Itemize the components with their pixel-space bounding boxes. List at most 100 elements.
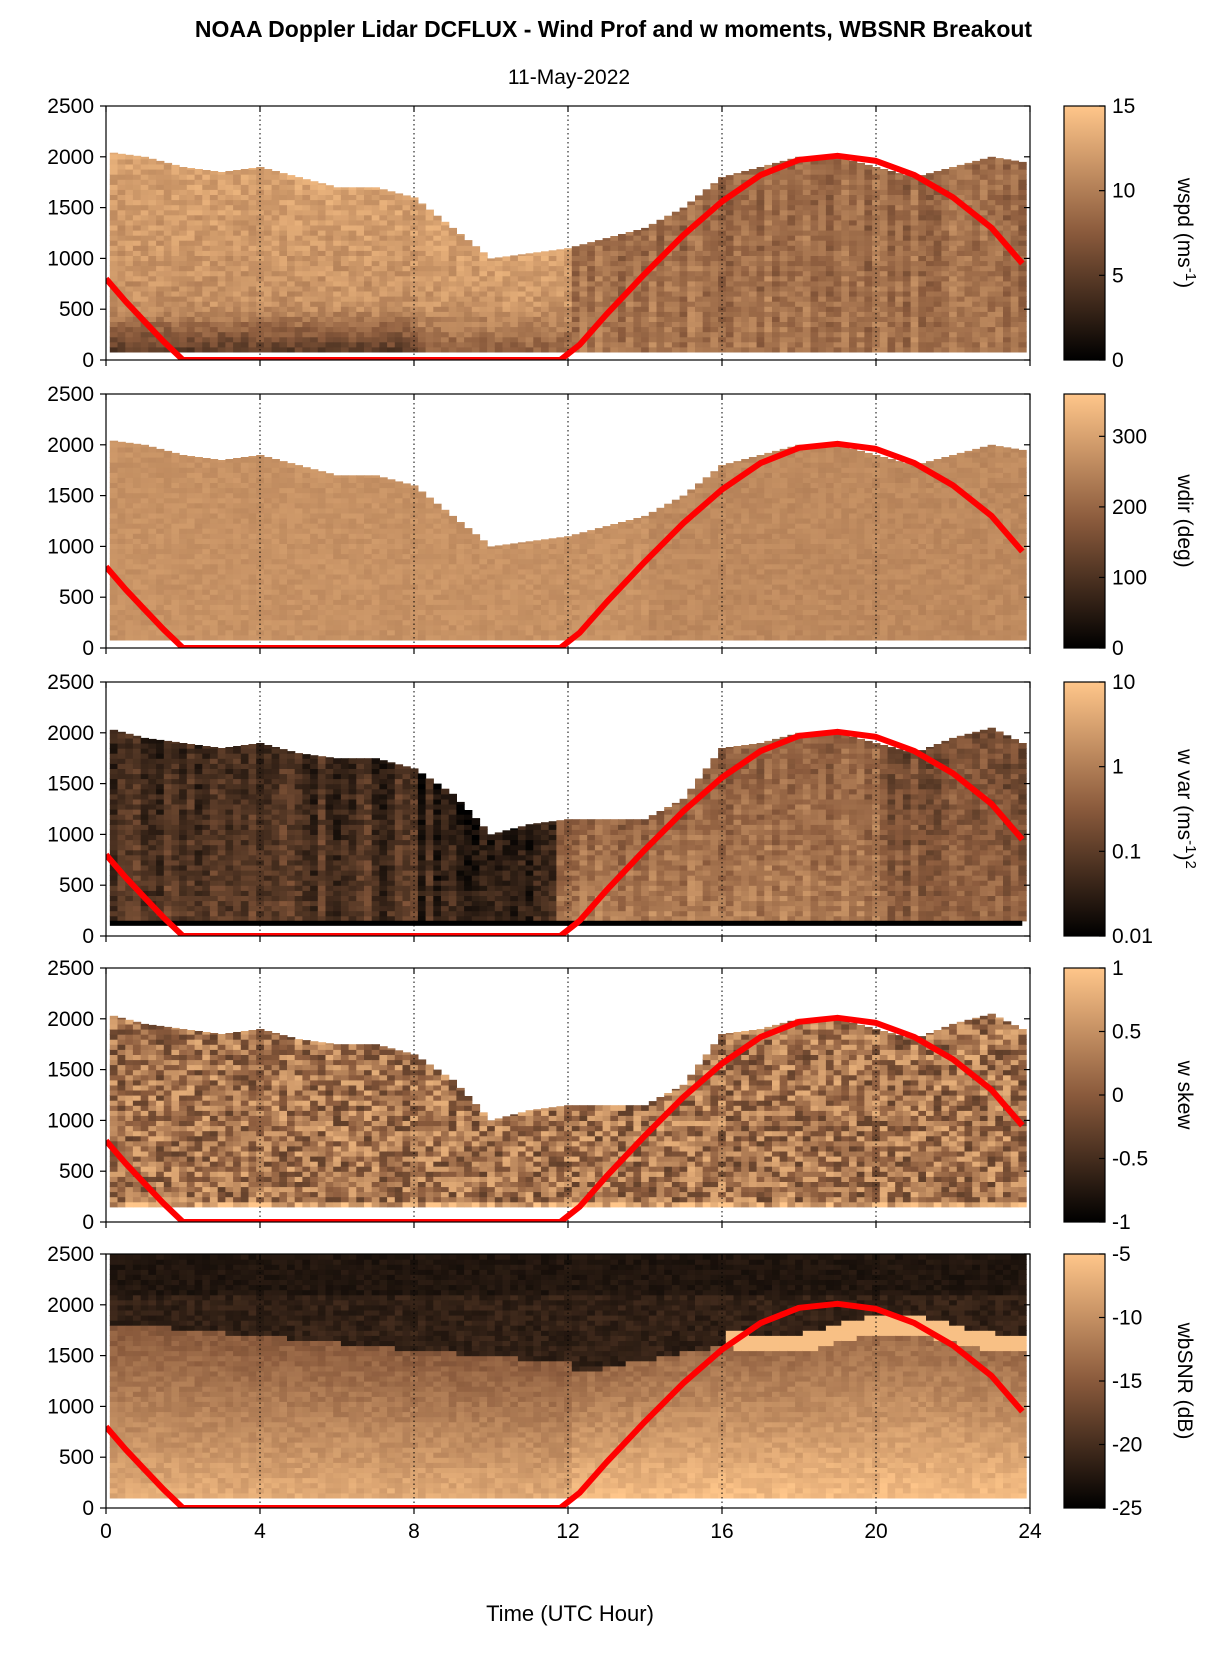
heatmap-cell [425,321,434,328]
heatmap-cell [879,240,889,246]
heatmap-cell [125,189,134,195]
heatmap-cell [926,346,935,353]
heatmap-cell [156,492,165,499]
heatmap-cell [895,235,904,241]
heatmap-cell [310,502,319,509]
heatmap-cell [787,209,796,216]
heatmap-cell [964,341,973,348]
heatmap-cell [417,346,427,353]
heatmap-cell [125,512,134,519]
heatmap-cell [849,194,858,201]
heatmap-cell [163,179,173,185]
heatmap-cell [479,270,488,277]
heatmap-cell [764,255,773,262]
heatmap-cell [525,336,534,343]
heatmap-cell [956,219,966,226]
heatmap-cell [202,255,211,262]
heatmap-cell [233,214,242,221]
heatmap-cell [109,214,119,221]
heatmap-cell [879,169,889,170]
heatmap-cell [394,336,404,343]
heatmap-cell [248,492,257,499]
heatmap-cell [179,523,188,529]
heatmap-cell [125,629,134,636]
heatmap-cell [510,280,519,287]
heatmap-cell [956,230,966,236]
heatmap-cell [325,306,334,312]
heatmap-cell [602,270,611,277]
heatmap-cell [317,265,327,272]
heatmap-cell [279,507,288,514]
heatmap-cell [148,306,157,312]
heatmap-cell [109,321,119,328]
heatmap-cell [802,219,812,226]
heatmap-cell [810,280,819,287]
heatmap-cell [933,255,942,262]
heatmap-cell [1010,331,1019,338]
heatmap-cell [1010,174,1019,180]
heatmap-cell [533,326,542,333]
heatmap-cell [171,341,180,348]
heatmap-cell [795,174,804,180]
heatmap-cell [902,235,912,241]
heatmap-cell [725,321,735,328]
heatmap-cell [533,336,542,343]
heatmap-cell [140,533,149,539]
heatmap-cell [710,301,719,307]
heatmap-cell [325,533,334,539]
heatmap-cell [186,578,196,585]
heatmap-cell [364,245,373,251]
heatmap-cell [156,584,165,590]
heatmap-cell [964,250,973,256]
heatmap-cell [248,174,257,180]
heatmap-cell [902,336,912,343]
heatmap-cell [394,214,404,221]
heatmap-cell [179,326,188,333]
heatmap-cell [587,255,596,262]
heatmap-cell [148,512,157,519]
heatmap-cell [556,326,565,333]
heatmap-cell [310,619,319,626]
heatmap-cell [333,255,342,262]
heatmap-cell [818,275,827,282]
heatmap-cell [148,599,157,605]
y-tick-label: 1000 [47,247,94,270]
heatmap-cell [587,311,596,317]
heatmap-cell [433,331,442,338]
colorbar-tick-label: 15 [1112,95,1135,118]
heatmap-cell [933,219,942,226]
heatmap-cell [926,290,935,297]
heatmap-cell [656,306,665,312]
heatmap-cell [287,502,296,509]
heatmap-cell [248,270,257,277]
heatmap-cell [641,341,650,348]
heatmap-cell [741,306,750,312]
heatmap-cell [240,492,250,499]
heatmap-cell [987,163,996,170]
heatmap-cell [225,462,234,468]
heatmap-cell [679,214,688,221]
heatmap-cell [287,326,296,333]
heatmap-cell [225,230,234,236]
heatmap-cell [163,457,173,463]
heatmap-cell [741,270,750,277]
heatmap-cell [186,235,196,241]
heatmap-cell [132,219,142,226]
heatmap-cell [202,341,211,348]
heatmap-cell [502,331,511,338]
heatmap-cell [294,336,303,343]
heatmap-cell [564,290,573,297]
heatmap-cell [1018,179,1027,185]
heatmap-cell [171,462,180,468]
heatmap-cell [125,467,134,473]
heatmap-cell [564,331,573,338]
heatmap-cell [186,634,196,641]
heatmap-cell [964,336,973,343]
heatmap-cell [186,518,196,524]
heatmap-cell [764,164,773,170]
heatmap-cell [132,280,142,287]
heatmap-cell [302,507,311,514]
heatmap-cell [179,477,188,483]
heatmap-cell [733,230,742,236]
heatmap-cell [725,224,735,231]
